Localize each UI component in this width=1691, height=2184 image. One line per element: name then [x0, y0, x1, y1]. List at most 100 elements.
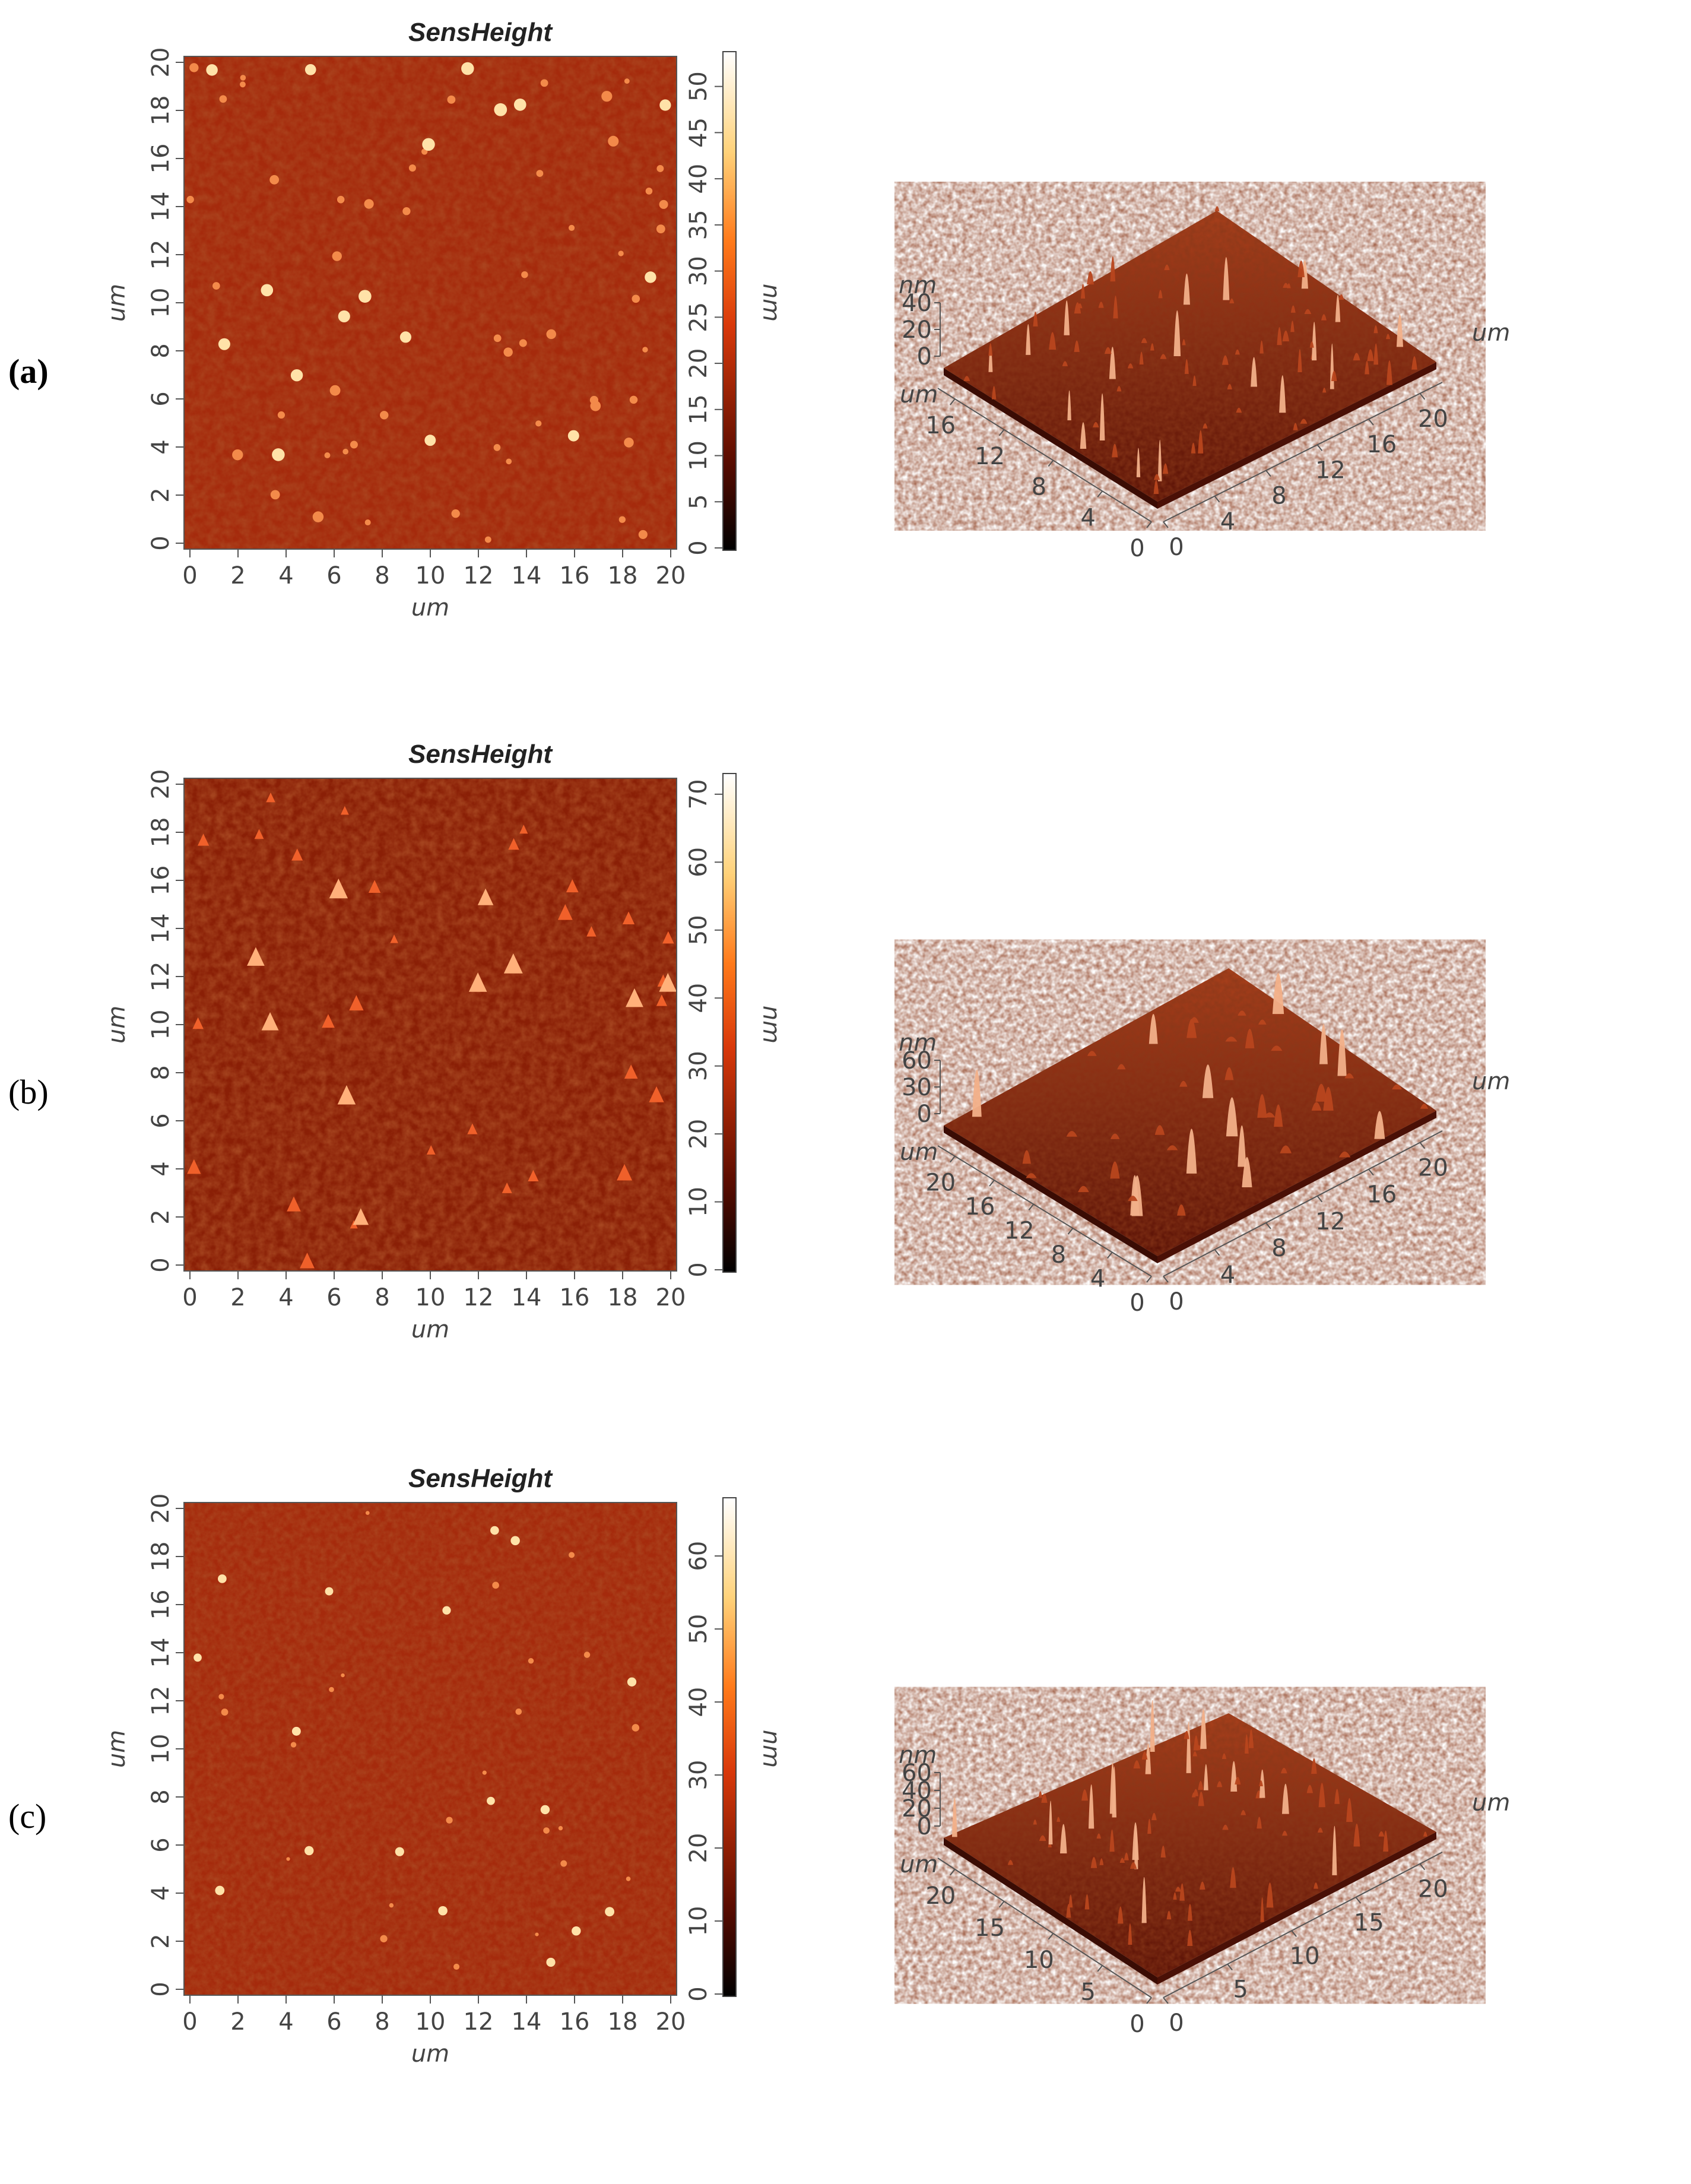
particle	[286, 1857, 290, 1861]
particle	[519, 339, 527, 347]
z-tick-label: 40	[902, 1777, 932, 1805]
surface-spike	[1077, 303, 1083, 309]
surface-spike	[1192, 1751, 1197, 1757]
surface-spike	[1088, 1784, 1094, 1829]
y-tick-label: 4	[147, 1161, 175, 1176]
particle	[513, 99, 526, 111]
colorbar-tick-label: 50	[685, 915, 712, 945]
surface-spike	[1081, 284, 1086, 299]
particle	[622, 911, 635, 925]
particle	[426, 1145, 436, 1155]
right-tick-label: 12	[1315, 457, 1346, 484]
left-floor-axis	[937, 388, 1152, 522]
surface-spike	[1066, 1131, 1077, 1137]
surface-spike	[1186, 1722, 1191, 1773]
y-tick-label: 0	[147, 1982, 175, 1996]
y-tick-label: 8	[147, 1065, 175, 1080]
colorbar-tick-label: 10	[685, 1906, 712, 1936]
surface-spike	[1223, 257, 1230, 300]
particle	[189, 63, 199, 72]
surface-spike	[1182, 339, 1186, 345]
surface-spike	[1203, 423, 1208, 429]
particle	[487, 1796, 495, 1805]
particle	[240, 75, 246, 81]
surface-spike	[1074, 340, 1080, 352]
surface-side-left	[944, 1126, 1157, 1263]
surface-spike	[1162, 463, 1169, 474]
particle	[519, 825, 528, 834]
right-tick-label: 10	[1290, 1942, 1320, 1970]
right-floor-axis	[1163, 382, 1443, 522]
left-floor-axis	[937, 1857, 1152, 1998]
y-tick-label: 16	[147, 1590, 175, 1620]
surface-side-right	[1157, 1111, 1436, 1263]
z-tick-label: 0	[917, 343, 932, 370]
particle	[461, 62, 474, 75]
surface-spike	[1186, 1019, 1197, 1038]
right-tick-mark	[1214, 496, 1220, 503]
particle	[536, 170, 544, 177]
surface-spike	[1117, 1906, 1124, 1924]
colorbar-tick-label: 50	[685, 71, 712, 102]
particle	[484, 536, 491, 543]
surface-spike	[1039, 1835, 1046, 1841]
surface-spike	[1184, 359, 1189, 374]
particle	[632, 1724, 640, 1732]
surface-spike	[1116, 386, 1122, 392]
colorbar-tick-label: 45	[685, 118, 712, 148]
particle	[322, 1014, 335, 1028]
colorbar-tick-label: 30	[685, 1051, 712, 1081]
surface-spike	[1128, 1923, 1132, 1945]
surface-spike	[1141, 338, 1147, 343]
particle	[494, 103, 507, 116]
map-title: SensHeight	[408, 18, 553, 47]
surface-spike	[1248, 1729, 1254, 1748]
surface-spike	[1130, 1862, 1137, 1869]
height-map-figure: 0 2 4 6 8 10 12 14 16 18 20 um 0 2 4 6 8 10 12 14 16 18 20 um 0 1…	[103, 1494, 785, 2068]
particle	[232, 449, 243, 461]
particle	[535, 1932, 539, 1936]
height-map: 0 2 4 6 8 10 12 14 16 18 20 um 0 2 4 6 8 10 12 14 16 18 20 um 0 1…	[103, 769, 785, 1343]
left-tick-label: 12	[1004, 1218, 1035, 1245]
surface-spike	[1334, 1789, 1340, 1804]
x-tick-label: 6	[326, 2008, 341, 2036]
surface-spike	[1033, 1820, 1037, 1825]
panel-b: (b) SensHeight 0 2 4 6 8 10 12 14 16 18 20 um 0 2 4 6 8 1…	[0, 722, 1691, 1448]
particle	[617, 1164, 633, 1181]
surface-spike	[1109, 347, 1116, 379]
surface-spike	[1283, 283, 1289, 288]
right-tick-label: 12	[1315, 1208, 1346, 1235]
particle	[543, 1827, 550, 1834]
surface-spike	[1112, 1766, 1116, 1818]
surface-spike	[1062, 361, 1068, 366]
right-tick-mark	[1368, 1169, 1374, 1176]
surface-spike	[1173, 310, 1181, 356]
left-tick-label: 16	[965, 1193, 995, 1221]
particle	[626, 988, 643, 1007]
surface-spike	[1277, 327, 1282, 345]
particle	[247, 947, 265, 966]
particle	[502, 1182, 512, 1193]
surface-spike	[1099, 1858, 1104, 1865]
x-tick-label: 8	[375, 1284, 389, 1311]
surface-spike	[1224, 1067, 1234, 1080]
surface-spike	[1078, 1185, 1089, 1193]
right-tick-label: 20	[1418, 405, 1448, 433]
colorbar-tick-label: 25	[685, 302, 712, 332]
particle	[451, 509, 460, 518]
particle	[261, 284, 274, 297]
particle	[197, 833, 210, 846]
map-texture	[184, 778, 677, 1271]
particle	[605, 1907, 615, 1917]
right-axis-unit: um	[1472, 1068, 1510, 1095]
y-tick-label: 10	[147, 1010, 175, 1040]
surface-spike	[1280, 1145, 1292, 1153]
surface-spike	[1392, 1084, 1402, 1090]
y-tick-label: 12	[147, 962, 175, 992]
z-axis-unit: nm	[899, 1029, 937, 1057]
particle	[402, 207, 411, 215]
surface-spike	[1147, 1818, 1151, 1834]
right-tick-mark	[1419, 393, 1426, 400]
height-map: 0 2 4 6 8 10 12 14 16 18 20 um 0 2 4 6 8 10 12 14 16 18 20 um 0 1…	[103, 1494, 785, 2068]
particle	[659, 199, 668, 209]
